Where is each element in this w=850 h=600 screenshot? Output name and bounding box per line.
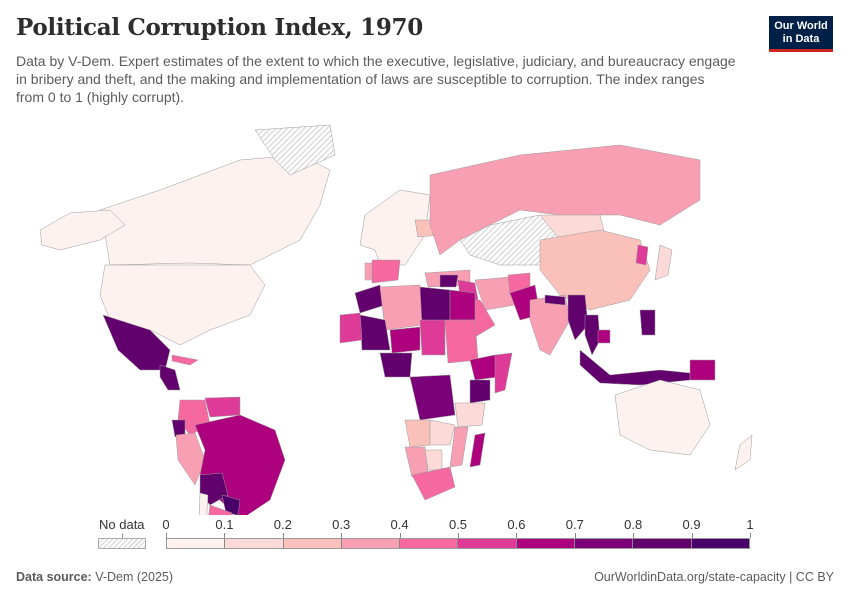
legend-tick-mark xyxy=(399,533,401,538)
logo-line-1: Our World xyxy=(774,20,828,32)
legend-tick-mark xyxy=(516,533,518,538)
country-sudan[interactable]: Sudan xyxy=(444,319,479,364)
country-north-korea[interactable]: North Korea xyxy=(635,244,649,266)
country-syria[interactable]: Syria xyxy=(439,274,459,288)
legend-bin[interactable] xyxy=(458,539,517,548)
legend-bin[interactable] xyxy=(400,539,459,548)
legend-bin[interactable] xyxy=(575,539,634,548)
country-portugal[interactable]: Portugal xyxy=(364,262,373,281)
country-nepal[interactable]: Nepal xyxy=(544,294,566,306)
country-venezuela[interactable]: Venezuela xyxy=(204,396,241,418)
legend-tick-mark xyxy=(224,533,226,538)
color-legend: No data 0 0.1 0.2 0.3 0.4 0.5 0.6 0.7 0.8 0.9 1 xyxy=(0,515,850,555)
country-mauritania[interactable]: Mauritania xyxy=(339,312,363,344)
legend-tick-mark xyxy=(691,533,693,538)
country-india[interactable]: India xyxy=(529,294,571,356)
country-somalia[interactable]: Somalia xyxy=(494,352,513,394)
country-south-africa[interactable]: South Africa xyxy=(411,466,456,501)
country-papua-new-guinea[interactable]: Papua New Guinea xyxy=(689,359,716,381)
country-china[interactable]: China xyxy=(539,229,651,311)
country-mozambique[interactable]: Mozambique xyxy=(449,426,469,468)
country-niger[interactable]: Niger xyxy=(389,326,421,354)
country-botswana[interactable]: Botswana xyxy=(424,449,443,471)
legend-tick-mark xyxy=(633,533,635,538)
legend-tick-mark xyxy=(750,533,751,538)
legend-tick-label: 0.8 xyxy=(624,517,643,532)
no-data-swatch[interactable] xyxy=(98,538,146,549)
legend-bin[interactable] xyxy=(283,539,342,548)
country-madagascar[interactable]: Madagascar xyxy=(469,432,486,468)
legend-tick-label: 0.7 xyxy=(565,517,584,532)
legend-bin[interactable] xyxy=(633,539,692,548)
country-alaska[interactable]: Alaska xyxy=(39,209,126,251)
legend-tick-label: 0.1 xyxy=(215,517,234,532)
country-tanzania[interactable]: Tanzania xyxy=(454,402,486,428)
legend-tick-label: 0.2 xyxy=(273,517,292,532)
legend-tick-label: 0.4 xyxy=(390,517,409,532)
country-myanmar[interactable]: Myanmar xyxy=(567,294,589,341)
country-nigeria[interactable]: Nigeria xyxy=(379,352,413,378)
country-japan[interactable]: Japan xyxy=(654,244,673,281)
logo-line-2: in Data xyxy=(782,32,820,45)
source-label: Data source: xyxy=(16,570,92,584)
legend-tick-mark xyxy=(282,533,284,538)
legend-tick-label: 0 xyxy=(162,517,170,532)
country-cuba[interactable]: Cuba xyxy=(171,354,199,366)
country-peru[interactable]: Peru xyxy=(175,432,206,486)
data-source: Data source: V-Dem (2025) xyxy=(16,570,173,584)
legend-tick-label: 1 xyxy=(746,517,754,532)
legend-tick-label: 0.6 xyxy=(507,517,526,532)
legend-bin[interactable] xyxy=(691,539,749,548)
country-paraguay[interactable]: Paraguay xyxy=(221,494,241,515)
country-spain[interactable]: Spain xyxy=(371,259,401,284)
country-zambia[interactable]: Zambia xyxy=(429,419,456,446)
country-central-america[interactable]: Central America xyxy=(159,364,181,391)
country-angola[interactable]: Angola xyxy=(404,419,431,448)
country-argentina[interactable]: Argentina xyxy=(205,504,240,515)
chart-title: Political Corruption Index, 1970 xyxy=(16,14,423,41)
country-western-europe[interactable]: Western Europe xyxy=(359,189,431,266)
country-kenya[interactable]: Kenya xyxy=(469,379,491,404)
legend-tick-mark xyxy=(166,533,167,538)
country-egypt[interactable]: Egypt xyxy=(449,289,476,321)
country-dr-congo[interactable]: DR Congo xyxy=(409,374,456,421)
country-algeria[interactable]: Algeria xyxy=(379,284,423,331)
legend-tick-mark xyxy=(458,533,459,538)
world-map: CanadaUnited StatesAlaskaGreenlandMexico… xyxy=(39,124,753,515)
legend-tick-label: 0.5 xyxy=(448,517,468,532)
color-scale xyxy=(166,538,750,549)
legend-bin[interactable] xyxy=(225,539,284,548)
legend-bin[interactable] xyxy=(516,539,576,548)
legend-bin[interactable] xyxy=(167,539,226,548)
footer-url[interactable]: OurWorldinData.org/state-capacity | CC B… xyxy=(594,570,834,584)
country-australia[interactable]: Australia xyxy=(614,379,711,456)
owid-logo[interactable]: Our World in Data xyxy=(769,16,833,52)
country-thailand[interactable]: Thailand xyxy=(584,314,601,356)
country-canada[interactable]: Canada xyxy=(99,154,331,266)
country-new-zealand[interactable]: New Zealand xyxy=(734,434,753,471)
legend-tick-mark xyxy=(574,533,576,538)
country-chad[interactable]: Chad xyxy=(419,319,446,356)
country-chile[interactable]: Chile xyxy=(198,492,210,515)
no-data-tick xyxy=(122,533,123,538)
legend-tick-mark xyxy=(341,533,343,538)
country-greenland[interactable]: Greenland xyxy=(254,124,336,176)
no-data-label: No data xyxy=(99,517,145,532)
country-cambodia[interactable]: Cambodia xyxy=(597,329,611,344)
legend-tick-label: 0.3 xyxy=(332,517,351,532)
country-indonesia[interactable]: Indonesia xyxy=(579,349,691,386)
legend-tick-label: 0.9 xyxy=(682,517,701,532)
country-philippines[interactable]: Philippines xyxy=(639,309,656,336)
country-libya[interactable]: Libya xyxy=(419,286,451,326)
chart-subtitle: Data by V-Dem. Expert estimates of the e… xyxy=(16,53,736,105)
legend-bin[interactable] xyxy=(341,539,401,548)
source-value[interactable]: V-Dem (2025) xyxy=(95,570,174,584)
country-united-states[interactable]: United States xyxy=(99,264,266,346)
